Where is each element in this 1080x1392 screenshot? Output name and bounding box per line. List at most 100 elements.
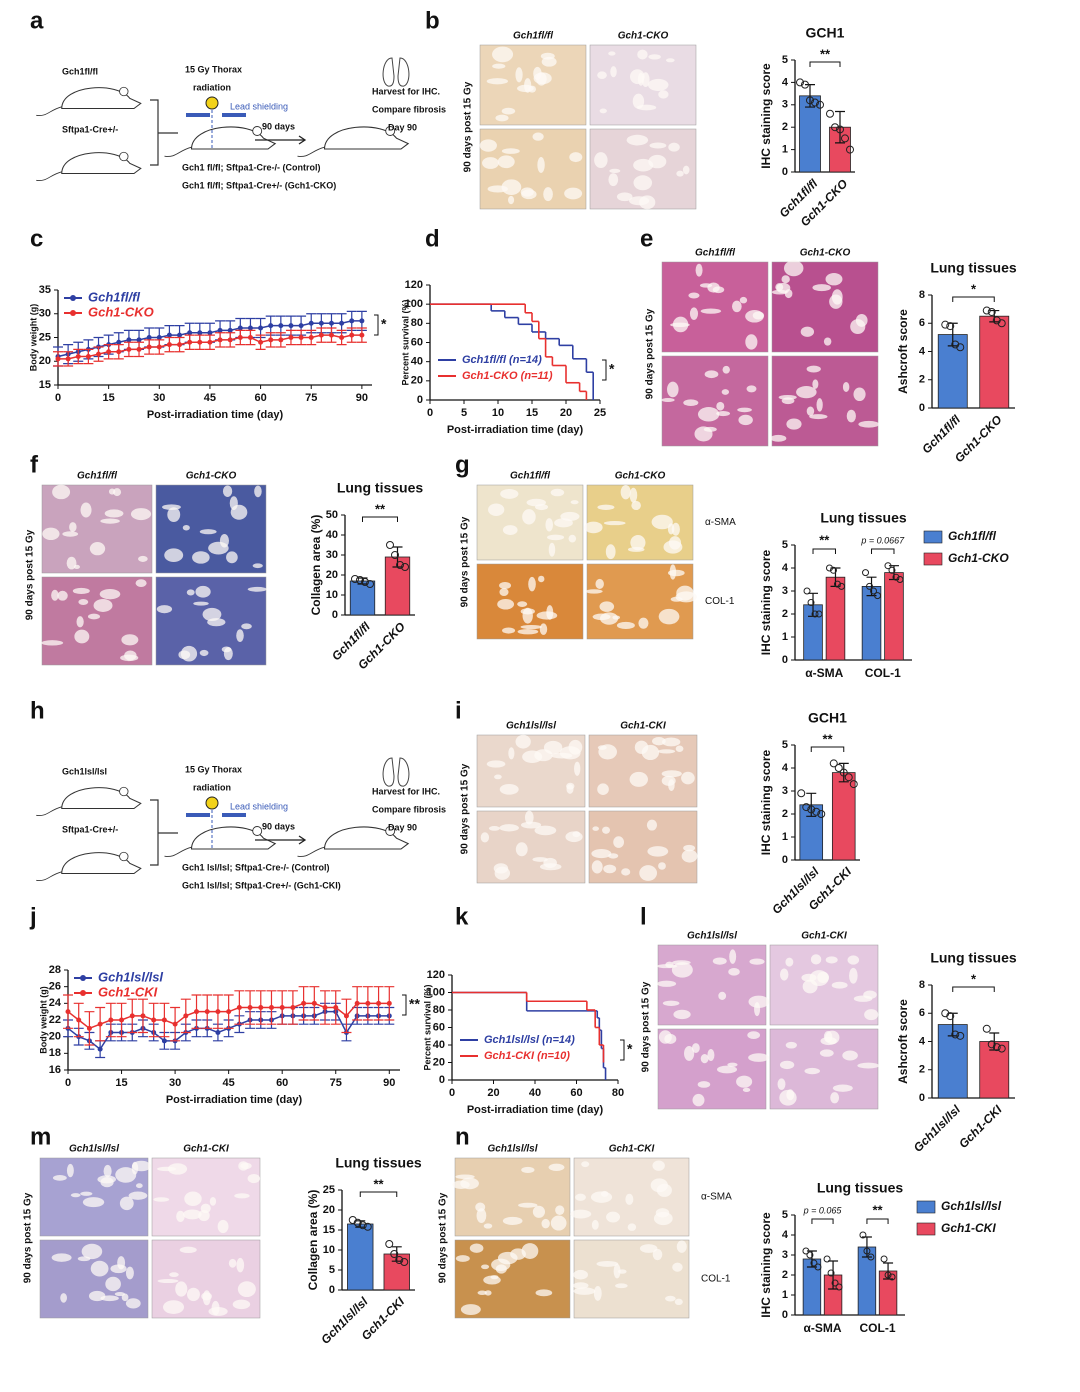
alveolus (121, 1293, 129, 1302)
alveolus (236, 629, 244, 643)
data-point (880, 1255, 888, 1263)
alveolus (497, 1251, 518, 1265)
alveolus (186, 589, 195, 596)
alveolus (703, 426, 717, 432)
alveolus (853, 387, 866, 402)
data-point (816, 100, 824, 109)
alveolus (674, 1298, 683, 1306)
mouse-tail (164, 846, 192, 857)
mouse-ear (385, 126, 396, 136)
line-marker (298, 323, 304, 329)
alveolus (201, 1292, 212, 1301)
x-tick-label: 15 (526, 407, 538, 419)
line-marker (204, 1009, 210, 1015)
legend-label: Gch1-CKI (941, 1221, 996, 1235)
y-tick-label: 40 (411, 356, 423, 368)
day-label: Day 90 (388, 822, 417, 832)
line-marker (215, 1030, 221, 1035)
data-point (839, 768, 848, 777)
y-tick-label: 4 (782, 1229, 789, 1241)
alveolus (570, 500, 579, 505)
alveolus (812, 284, 831, 292)
legend-marker (80, 990, 86, 996)
line-marker (187, 330, 193, 336)
alveolus (825, 272, 843, 286)
alveolus (51, 1253, 72, 1262)
alveolus (591, 1219, 599, 1230)
line-marker (96, 351, 102, 357)
alveolus (667, 381, 679, 398)
alveolus (602, 826, 610, 834)
x-tick-label: α-SMA (805, 666, 843, 680)
alveolus (688, 292, 700, 299)
line-marker (339, 320, 345, 326)
line-marker (217, 337, 223, 343)
y-tick-label: 10 (323, 1244, 335, 1256)
micrograph (573, 1239, 690, 1319)
line-marker (258, 1005, 264, 1010)
data-point (884, 562, 892, 570)
y-tick-label: 3 (782, 1249, 788, 1261)
y-tick-label: 20 (326, 569, 338, 581)
x-tick-label: 30 (169, 1077, 181, 1089)
alveolus (634, 740, 649, 754)
alveolus (517, 84, 534, 93)
y-tick-label: 4 (782, 762, 789, 774)
line-marker (166, 342, 172, 348)
alveolus (712, 957, 727, 965)
alveolus (727, 1062, 738, 1067)
y-axis-label: IHC staining score (759, 749, 773, 855)
alveolus (492, 46, 514, 63)
y-tick-label: 24 (49, 997, 62, 1009)
alveolus (128, 1191, 148, 1200)
legend-label: Gch1-CKO (n=11) (462, 370, 553, 382)
alveolus (864, 1009, 879, 1021)
y-tick-label: 4 (782, 76, 789, 88)
line-marker (354, 1000, 360, 1006)
data-point (862, 569, 870, 577)
y-tick-label: 2 (782, 608, 788, 620)
data-point (946, 1012, 955, 1021)
alveolus (534, 825, 557, 836)
alveolus (722, 365, 730, 374)
column-label: Gch1fl/fl (513, 31, 553, 42)
line-marker (183, 1013, 189, 1019)
alveolus (785, 957, 794, 967)
alveolus (97, 1175, 117, 1184)
data-point (844, 773, 853, 782)
panel-letter: l (640, 903, 647, 930)
radiation-label: radiation (193, 782, 231, 792)
panel-letter: e (640, 225, 653, 252)
significance-label: ** (822, 731, 833, 746)
alveolus (524, 810, 534, 825)
alveolus (476, 1208, 487, 1224)
alveolus (169, 1272, 179, 1278)
error-bar (835, 110, 845, 144)
alveolus (538, 575, 545, 583)
alveolus (488, 503, 505, 516)
x-tick-label: COL-1 (865, 666, 901, 680)
data-point (982, 1024, 991, 1033)
line-marker (156, 335, 162, 340)
alveolus (830, 1092, 840, 1104)
alveolus (802, 979, 818, 994)
y-tick-label: 0 (782, 1309, 788, 1321)
alveolus (657, 980, 677, 987)
alveolus (236, 1257, 245, 1273)
x-axis-label: Post-irradiation time (day) (467, 1104, 604, 1116)
alveolus (237, 1281, 256, 1298)
data-point (946, 322, 955, 331)
alveolus (608, 173, 619, 187)
column-label: Gch1-CKI (620, 721, 666, 732)
radiation-label: radiation (193, 82, 231, 92)
line-marker (97, 1021, 103, 1027)
compare-label: Compare fibrosis (372, 104, 446, 114)
alveolus (533, 72, 552, 85)
significance-label: p = 0.065 (803, 1205, 843, 1215)
alveolus (539, 623, 548, 635)
alveolus (135, 1183, 143, 1189)
line-marker (288, 335, 294, 340)
alveolus (501, 179, 522, 195)
alveolus (673, 1009, 691, 1020)
significance-bracket (809, 61, 841, 67)
